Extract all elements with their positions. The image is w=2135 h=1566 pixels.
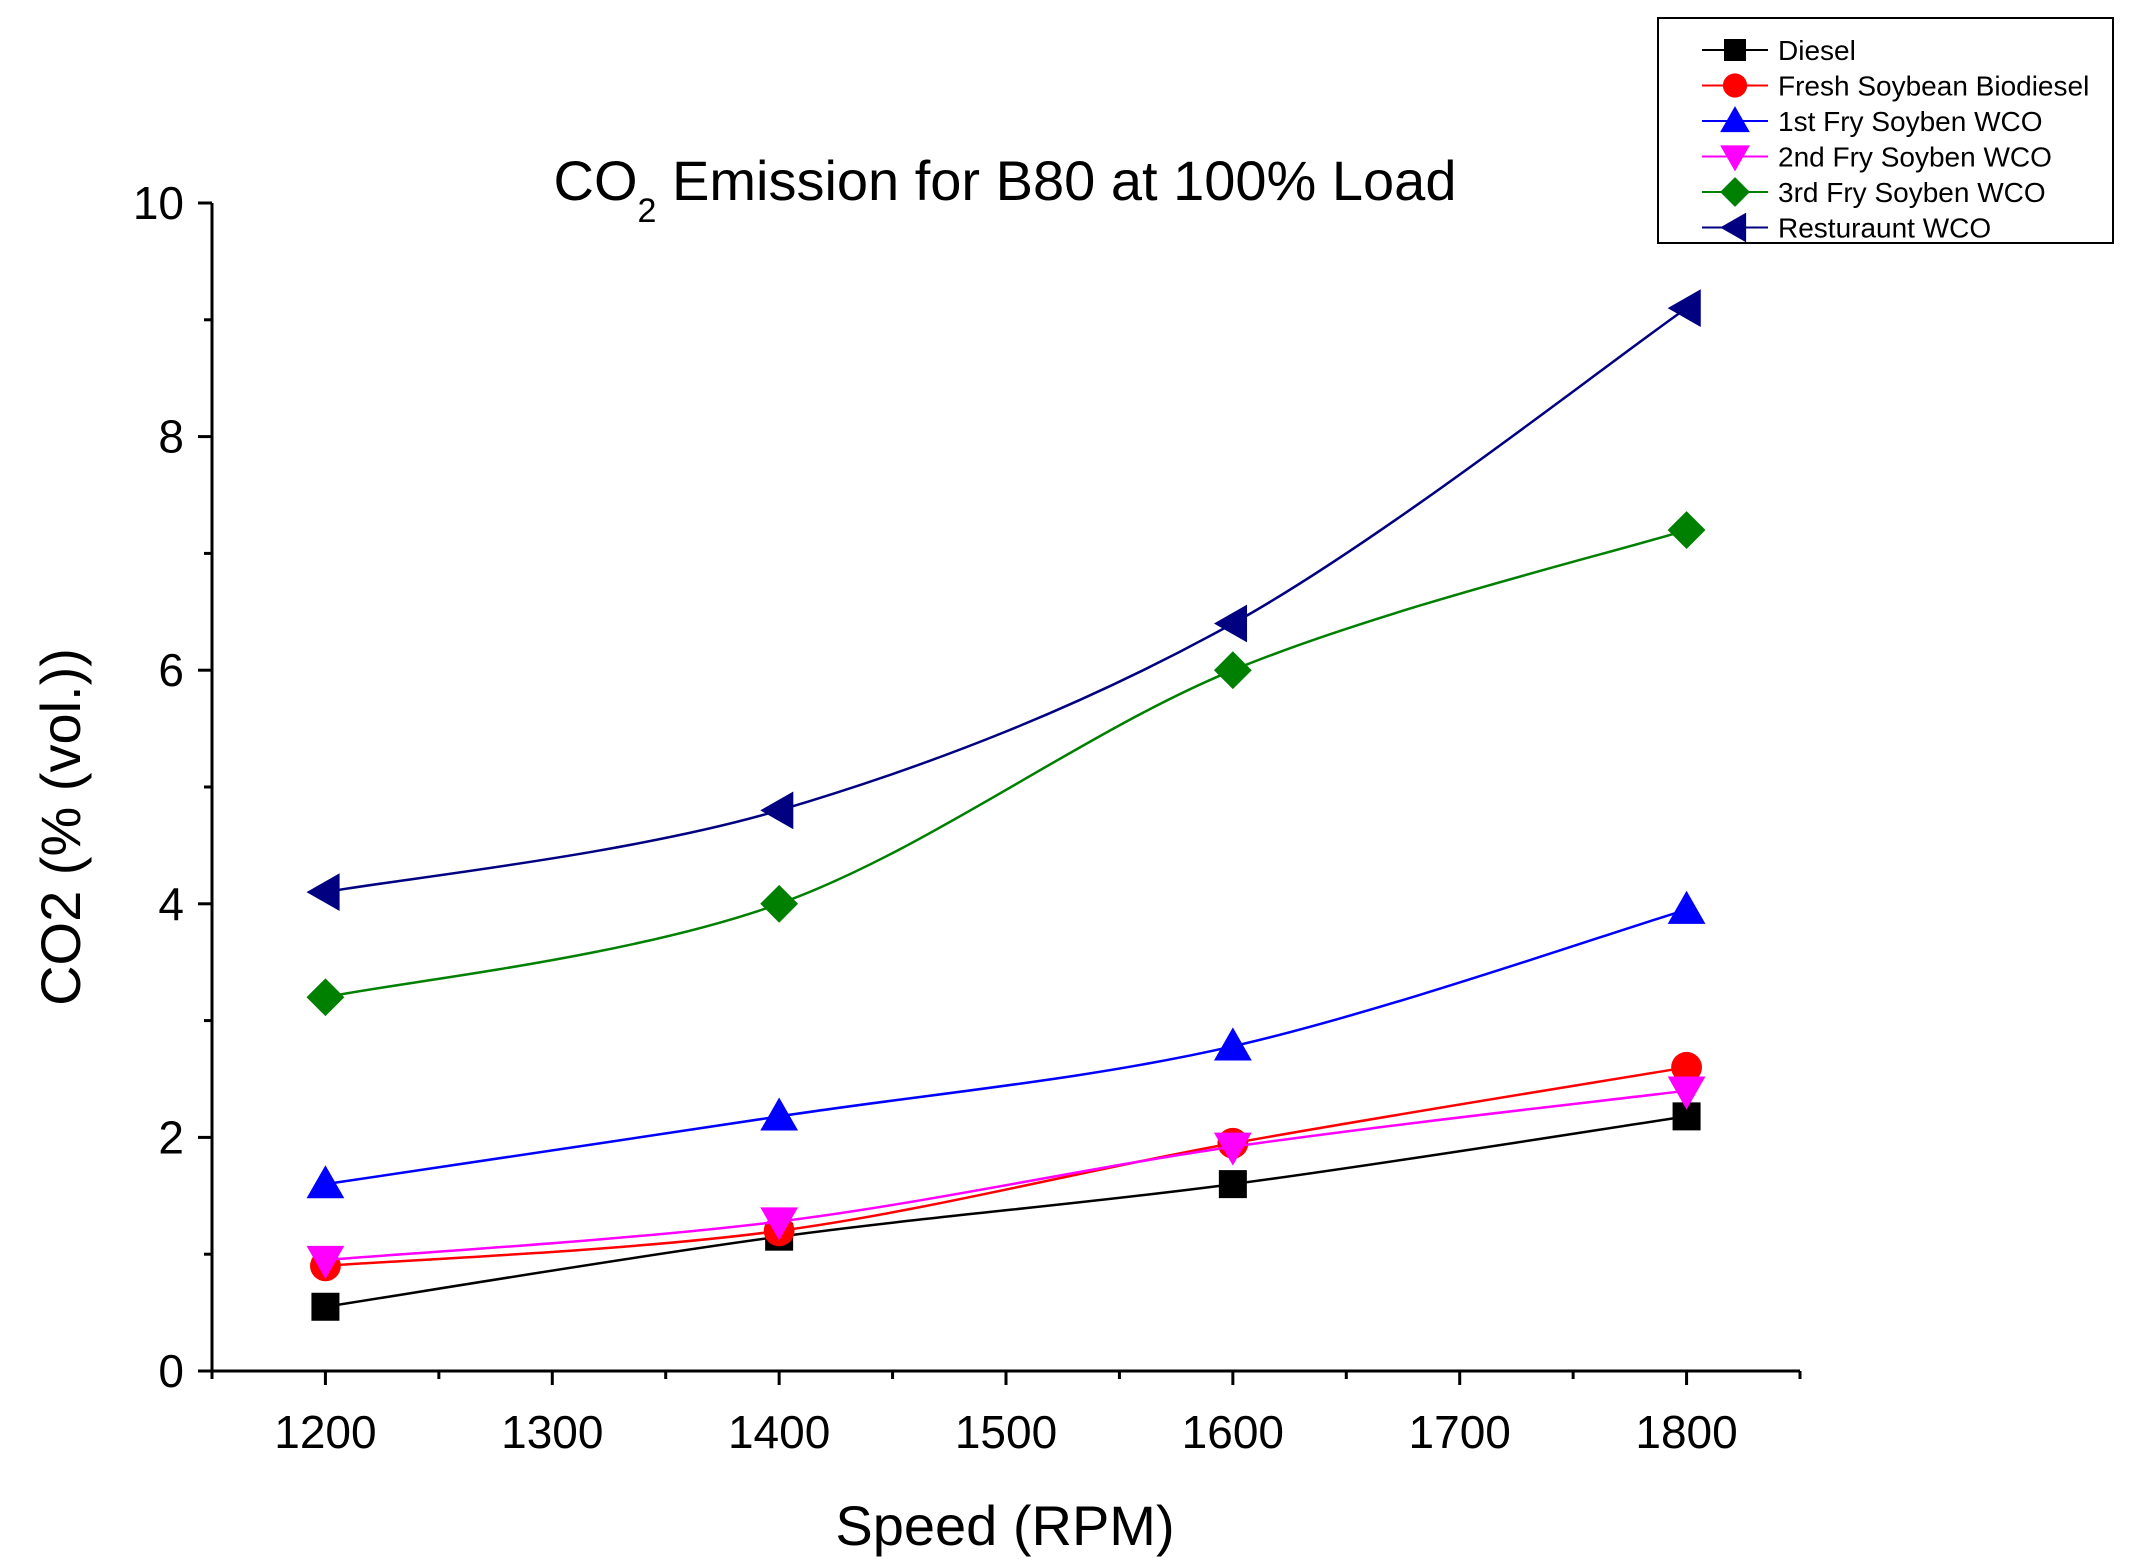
legend-label: 2nd Fry Soyben WCO <box>1778 142 2052 173</box>
legend-marker <box>1720 145 1750 172</box>
x-tick-label: 1500 <box>955 1406 1057 1458</box>
y-tick-label: 4 <box>158 878 184 930</box>
legend-entry: 3rd Fry Soyben WCO <box>1702 177 2046 208</box>
x-tick-label: 1600 <box>1182 1406 1284 1458</box>
y-tick-label: 0 <box>158 1345 184 1397</box>
x-axis-title: Speed (RPM) <box>835 1494 1174 1557</box>
x-tick-label: 1800 <box>1635 1406 1737 1458</box>
series-2 <box>306 890 1706 1199</box>
series-line <box>325 908 1687 1186</box>
legend-label: Fresh Soybean Biodiesel <box>1778 71 2089 102</box>
x-tick-label: 1400 <box>728 1406 830 1458</box>
plot-area: 1200 1300 1400 1500 1600 1700 1800 0 2 4 6 8 10 <box>133 177 1802 1458</box>
legend-entry: Fresh Soybean Biodiesel <box>1702 71 2089 102</box>
series-3 <box>306 1076 1706 1279</box>
series-line <box>325 528 1687 999</box>
legend-entry: 2nd Fry Soyben WCO <box>1702 142 2052 173</box>
legend-marker <box>1722 73 1748 98</box>
data-point <box>760 1207 799 1241</box>
legend-entry: 1st Fry Soyben WCO <box>1702 106 2043 137</box>
data-point <box>1218 1170 1247 1199</box>
series-line <box>325 1089 1687 1262</box>
legend-label: Resturaunt WCO <box>1778 213 1991 244</box>
legend-label: 1st Fry Soyben WCO <box>1778 106 2043 137</box>
x-tick-label: 1200 <box>274 1406 376 1458</box>
data-point <box>1667 289 1701 328</box>
series-line <box>325 1115 1687 1308</box>
data-point <box>1667 511 1706 549</box>
data-point <box>306 1245 345 1279</box>
data-point <box>306 873 340 912</box>
legend-label: 3rd Fry Soyben WCO <box>1778 177 2046 208</box>
data-point <box>1213 604 1248 643</box>
data-point <box>1667 1076 1706 1110</box>
data-point <box>1671 1051 1702 1083</box>
legend-marker <box>1720 106 1750 133</box>
chart-title: CO2 Emission for B80 at 100% Load <box>554 149 1457 230</box>
data-point <box>306 978 345 1017</box>
chart-title-subscript: 2 <box>638 192 657 230</box>
legend-entry: Resturaunt WCO <box>1702 213 1991 244</box>
legend-marker <box>1720 212 1747 243</box>
legend-marker <box>1724 39 1746 61</box>
data-point <box>1213 1132 1252 1166</box>
data-point <box>306 1165 345 1199</box>
legend-marker <box>1720 177 1750 207</box>
series-5 <box>306 289 1701 912</box>
data-point <box>1213 1027 1252 1061</box>
data-point <box>1213 651 1252 690</box>
legend-label: Diesel <box>1778 35 1856 66</box>
data-point <box>760 1097 799 1131</box>
x-tick-label: 1300 <box>501 1406 603 1458</box>
x-tick-label: 1700 <box>1409 1406 1511 1458</box>
legend: Diesel Fresh Soybean Biodiesel 1st Fry Soy… <box>1657 17 2114 244</box>
y-tick-label: 6 <box>158 644 184 696</box>
legend-entry: Diesel <box>1702 35 1856 66</box>
y-tick-label: 10 <box>133 177 184 229</box>
data-point <box>311 1292 340 1321</box>
y-tick-label: 8 <box>158 411 184 463</box>
series-line <box>325 307 1688 894</box>
data-point <box>760 884 799 923</box>
series-4 <box>306 511 1706 1017</box>
series-line <box>325 1066 1687 1268</box>
y-axis-title: CO2 (% (vol.)) <box>29 648 92 1006</box>
data-point <box>1667 890 1706 924</box>
data-point <box>760 791 794 830</box>
y-tick-label: 2 <box>158 1111 184 1163</box>
